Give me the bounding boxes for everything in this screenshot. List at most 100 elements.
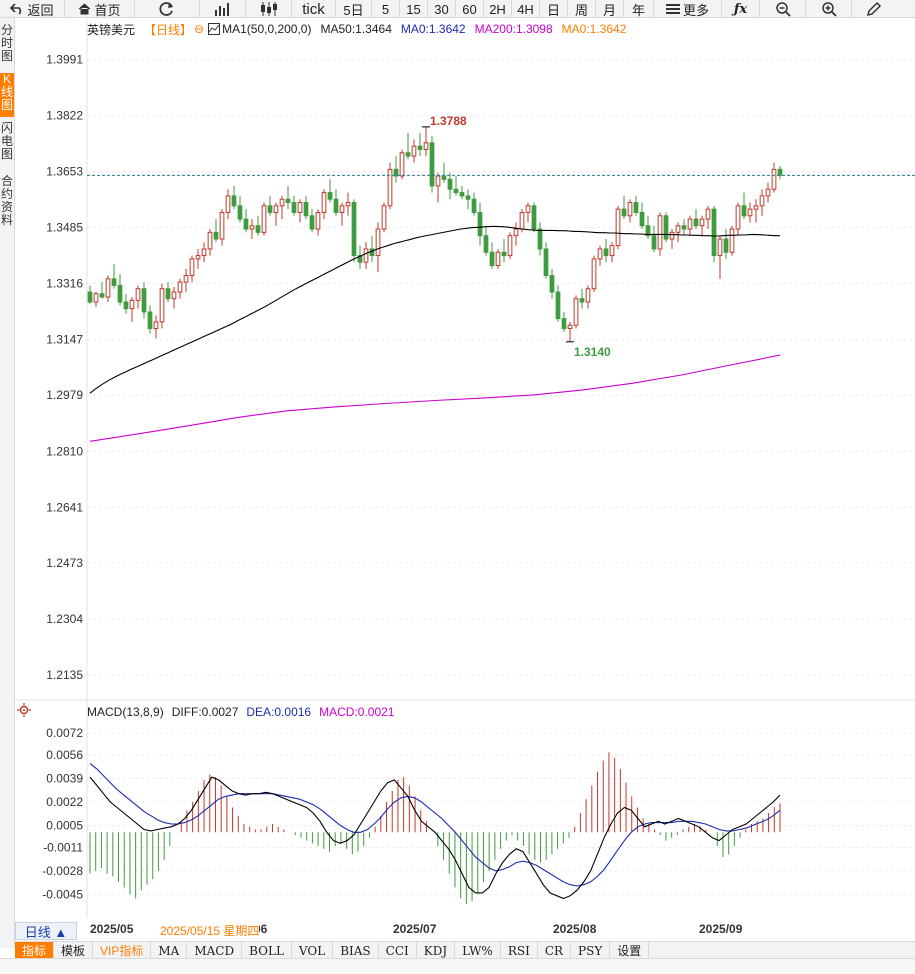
tick-button[interactable]: tick (292, 0, 336, 18)
tab-time-share[interactable]: 分时图 (0, 23, 13, 63)
candle-body[interactable] (123, 301, 129, 310)
candle-body[interactable] (195, 255, 201, 260)
candle-body[interactable] (237, 205, 243, 220)
candle-body[interactable] (393, 168, 399, 177)
zoom-in-button[interactable] (806, 0, 852, 18)
tab-cci[interactable]: CCI (379, 942, 417, 959)
candlestick-button[interactable] (246, 0, 292, 18)
candle-body[interactable] (273, 205, 279, 213)
candle-body[interactable] (159, 288, 165, 323)
candle-body[interactable] (591, 258, 597, 290)
candle-body[interactable] (777, 168, 783, 176)
candle-body[interactable] (141, 288, 147, 313)
tab-cr[interactable]: CR (538, 942, 572, 959)
candle-body[interactable] (243, 218, 249, 230)
period-15min-button[interactable]: 15 (400, 0, 428, 18)
candle-body[interactable] (663, 215, 669, 240)
candle-body[interactable] (477, 211, 483, 237)
candle-body[interactable] (555, 291, 561, 320)
candle-body[interactable] (597, 248, 603, 260)
tab-contract-info[interactable]: 合约资料 (0, 174, 13, 227)
candle-body[interactable] (309, 215, 315, 230)
period-week-button[interactable]: 周 (568, 0, 596, 18)
candle-body[interactable] (291, 202, 297, 213)
back-button[interactable]: 返回 (0, 0, 65, 18)
candle-body[interactable] (771, 168, 777, 190)
candle-body[interactable] (621, 208, 627, 217)
candle-body[interactable] (201, 248, 207, 257)
candle-body[interactable] (687, 218, 693, 230)
candle-body[interactable] (423, 142, 429, 150)
macd-settings-icon[interactable] (17, 703, 31, 717)
candle-body[interactable] (699, 218, 705, 227)
candle-body[interactable] (129, 299, 135, 310)
candle-body[interactable] (279, 198, 285, 207)
candle-body[interactable] (759, 195, 765, 207)
candle-body[interactable] (549, 274, 555, 293)
candle-body[interactable] (219, 211, 225, 240)
candle-body[interactable] (321, 192, 327, 213)
candle-body[interactable] (675, 225, 681, 233)
candle-body[interactable] (345, 202, 351, 207)
candle-body[interactable] (327, 192, 333, 200)
tab-vol[interactable]: VOL (292, 942, 334, 959)
candle-body[interactable] (765, 188, 771, 197)
candle-body[interactable] (303, 202, 309, 217)
candle-body[interactable] (447, 178, 453, 190)
candle-body[interactable] (441, 175, 447, 180)
candle-body[interactable] (681, 225, 687, 230)
period-2h-button[interactable]: 2H (484, 0, 512, 18)
period-5min-button[interactable]: 5 (372, 0, 400, 18)
candle-body[interactable] (615, 208, 621, 247)
tab-template[interactable]: 模板 (54, 942, 94, 959)
candle-body[interactable] (339, 205, 345, 213)
candle-body[interactable] (231, 195, 237, 207)
candle-body[interactable] (285, 198, 291, 204)
candle-body[interactable] (603, 248, 609, 257)
candle-body[interactable] (387, 168, 393, 207)
candle-body[interactable] (651, 235, 657, 250)
candle-body[interactable] (525, 205, 531, 213)
candle-body[interactable] (741, 205, 747, 217)
candle-body[interactable] (489, 251, 495, 267)
candle-body[interactable] (573, 298, 579, 326)
candle-body[interactable] (471, 198, 477, 213)
candle-body[interactable] (501, 251, 507, 257)
period-year-button[interactable]: 年 (624, 0, 654, 18)
candle-body[interactable] (153, 321, 159, 330)
candle-body[interactable] (633, 202, 639, 213)
candle-body[interactable] (495, 251, 501, 267)
tab-kdj[interactable]: KDJ (417, 942, 456, 959)
candle-body[interactable] (579, 298, 585, 303)
candle-body[interactable] (261, 205, 267, 233)
candle-body[interactable] (105, 278, 111, 298)
candle-body[interactable] (711, 208, 717, 257)
tab-ma[interactable]: MA (151, 942, 188, 959)
tab-settings[interactable]: 设置 (610, 942, 650, 959)
period-60min-button[interactable]: 60 (456, 0, 484, 18)
draw-button[interactable] (852, 0, 896, 18)
candle-body[interactable] (639, 211, 645, 227)
candle-body[interactable] (567, 324, 573, 330)
period-day-button[interactable]: 日 (540, 0, 568, 18)
period-30min-button[interactable]: 30 (428, 0, 456, 18)
tab-bias[interactable]: BIAS (333, 942, 379, 959)
candle-body[interactable] (405, 152, 411, 157)
chart-type-button[interactable] (200, 0, 246, 18)
candle-body[interactable] (87, 291, 93, 303)
candle-body[interactable] (483, 235, 489, 253)
candle-body[interactable] (519, 211, 525, 230)
candle-body[interactable] (561, 318, 567, 330)
candle-body[interactable] (117, 284, 123, 303)
candle-body[interactable] (585, 288, 591, 303)
tab-lightning[interactable]: 闪电图 (0, 121, 13, 161)
tab-indicators[interactable]: 指标 (15, 942, 55, 959)
candle-body[interactable] (369, 248, 375, 257)
candle-body[interactable] (609, 245, 615, 257)
candle-body[interactable] (183, 274, 189, 283)
tab-vip-indicators[interactable]: VIP指标 (93, 942, 152, 959)
candle-body[interactable] (705, 208, 711, 220)
candle-body[interactable] (531, 205, 537, 230)
candle-body[interactable] (147, 311, 153, 330)
candle-body[interactable] (93, 293, 99, 303)
